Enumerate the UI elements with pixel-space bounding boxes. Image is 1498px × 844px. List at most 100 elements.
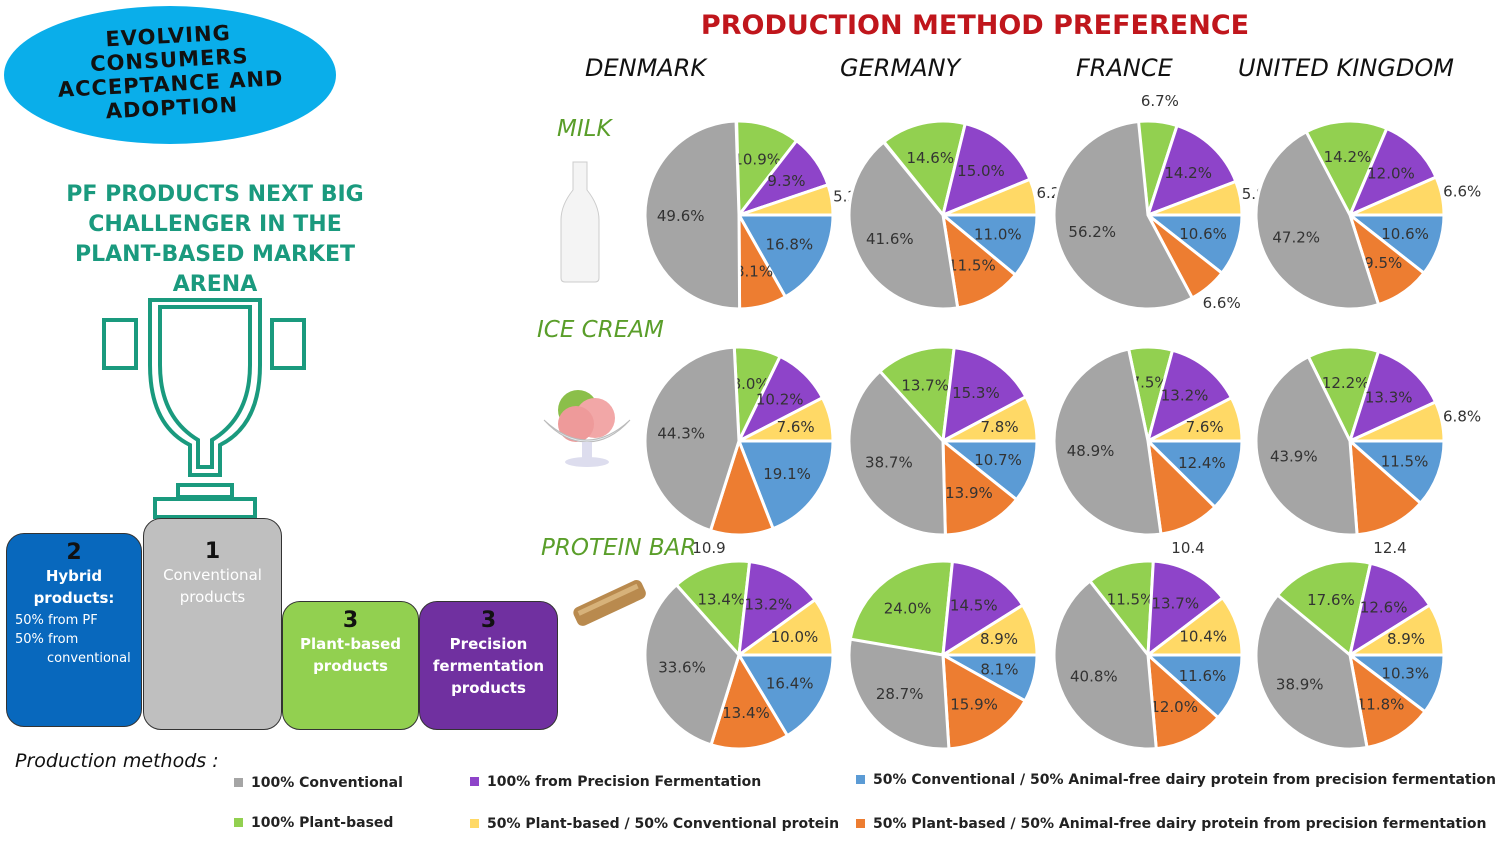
slice-label: 10.6% xyxy=(1179,225,1227,243)
extra-label: 10.9 xyxy=(692,539,725,557)
slice-conventional xyxy=(847,637,951,751)
subtitle: PF PRODUCTS NEXT BIG CHALLENGER IN THE P… xyxy=(66,182,364,297)
pie-milk-denmark: 10.9%9.3%5.2%16.8%8.1%49.6% xyxy=(643,119,871,311)
slice-conventional xyxy=(847,369,947,537)
slice-label: 7.6% xyxy=(777,418,815,436)
slice-label: 13.9% xyxy=(945,484,993,502)
slice-label: 14.6% xyxy=(906,149,954,167)
slice-conventional xyxy=(1052,119,1195,311)
slice-plant-pf xyxy=(941,437,1019,537)
pie-ice-cream-united-kingdom: 12.2%13.3% 6.8% 11.5% 43.9% xyxy=(1254,345,1481,537)
podium-line: 50% from xyxy=(15,632,79,647)
row-milk: MILK xyxy=(557,116,612,142)
legend-swatch xyxy=(856,819,865,828)
slice-conventional xyxy=(1254,129,1381,311)
country-germany: GERMANY xyxy=(840,54,961,82)
slice-conventional xyxy=(643,119,742,311)
slice-conventional xyxy=(1052,578,1158,751)
legend-title: Production methods : xyxy=(15,750,219,772)
slice-label: 9.5% xyxy=(1364,254,1402,272)
slice-plant-based xyxy=(1275,559,1373,658)
slice-label: 6.7% xyxy=(1141,92,1179,110)
slice-label: 6.6% xyxy=(1443,182,1481,200)
slice-label: 15.0% xyxy=(957,162,1005,180)
slice-label: 38.9% xyxy=(1276,676,1324,694)
row-protein-bar: PROTEIN BAR xyxy=(541,535,697,561)
legend-item-plant-based: 100% Plant-based xyxy=(234,815,393,831)
slice-label: 17.6% xyxy=(1307,591,1355,609)
pie-ice-cream-germany: 13.7% 15.3% 7.8% 10.7% 13.9% 38.7% xyxy=(847,345,1039,537)
podium-line: 50% from PF xyxy=(15,613,98,628)
slice-plant-pf xyxy=(709,651,790,751)
slice-label: 13.4% xyxy=(722,704,770,722)
podium-rank: 2 xyxy=(66,540,82,565)
slice-precision-fermentation xyxy=(1347,561,1432,659)
slice-label: 13.2% xyxy=(1161,387,1209,405)
podium-title: Hybrid products: xyxy=(33,567,115,607)
slice-label: 43.9% xyxy=(1270,447,1318,465)
slice-conventional xyxy=(643,582,741,747)
podium-hybrid: 2 Hybrid products: 50% from PF 50% from … xyxy=(6,533,142,727)
pie-protein-bar-germany: 24.0% 14.5% 8.9% 8.1% 15.9% 28.7% xyxy=(847,559,1039,751)
slice-label: 11.6% xyxy=(1179,667,1227,685)
podium-rank: 3 xyxy=(342,608,359,633)
slice-conventional-pf xyxy=(736,653,835,738)
slice-plant-based xyxy=(674,559,752,659)
slice-label: 14.5% xyxy=(950,597,998,615)
slice-label: 33.6% xyxy=(658,658,706,676)
slice-conventional-pf xyxy=(1144,439,1244,510)
pie-milk-france: 6.7%14.2%5.8%10.6%6.6%56.2% xyxy=(1052,92,1280,312)
legend-label: 100% Plant-based xyxy=(251,815,394,831)
slice-conventional xyxy=(847,140,960,311)
podium-conventional: 1 Conventional products xyxy=(143,518,282,730)
row-ice-cream: ICE CREAM xyxy=(537,317,664,343)
slice-label: 11.5% xyxy=(948,257,996,275)
slice-precision-fermentation xyxy=(1145,348,1234,444)
slice-label: 10.3% xyxy=(1381,665,1429,683)
slice-label: 6.6% xyxy=(1203,294,1241,312)
country-uk: UNITED KINGDOM xyxy=(1238,54,1454,82)
trophy-icon xyxy=(102,298,306,519)
slice-label: 19.1% xyxy=(763,465,811,483)
pie-milk-united-kingdom: 14.2%12.0% 6.6% 10.6% 9.5% 47.2% xyxy=(1254,119,1481,311)
pie-protein-bar-denmark: 13.4% 13.2%10.0%16.4%13.4%33.6%10.9 xyxy=(643,539,835,751)
slice-precision-fermentation xyxy=(1347,349,1438,444)
slice-label: 7.5% xyxy=(1131,374,1169,392)
slice-label: 47.2% xyxy=(1272,228,1320,246)
country-france: FRANCE xyxy=(1076,54,1173,82)
slice-label: 15.3% xyxy=(952,384,1000,402)
legend-item-plant-conv: 50% Plant-based / 50% Conventional prote… xyxy=(470,816,839,832)
slice-conventional xyxy=(1052,347,1163,537)
slice-label: 8.1% xyxy=(735,262,773,280)
slice-conventional xyxy=(1254,592,1369,751)
slice-conventional xyxy=(1254,354,1359,537)
slice-label: 13.7% xyxy=(901,377,949,395)
slice-precision-fermentation xyxy=(941,559,1025,658)
slice-label: 12.0% xyxy=(1150,698,1198,716)
slice-label: 10.2% xyxy=(756,390,804,408)
slice-label: 6.8% xyxy=(1443,408,1481,426)
slice-label: 8.1% xyxy=(980,661,1018,679)
slice-label: 28.7% xyxy=(876,685,924,703)
legend-swatch xyxy=(856,775,865,784)
slice-label: 14.2% xyxy=(1324,148,1372,166)
slice-label: 8.9% xyxy=(980,630,1018,648)
slice-precision-fermentation xyxy=(940,121,1032,218)
slice-label: 10.4% xyxy=(1179,627,1227,645)
slice-label: 49.6% xyxy=(657,207,705,225)
slice-label: 14.2% xyxy=(1164,164,1212,182)
slice-label: 40.8% xyxy=(1070,667,1118,685)
slice-precision-fermentation xyxy=(737,559,818,659)
slice-conventional-pf xyxy=(736,213,835,299)
protein-bar-icon xyxy=(573,580,646,626)
slice-label: 10.9% xyxy=(733,151,781,169)
legend-swatch xyxy=(470,777,479,786)
slice-conventional-pf xyxy=(736,439,835,531)
slice-label: 11.5% xyxy=(1381,453,1429,471)
legend-label: 100% from Precision Fermentation xyxy=(487,774,762,790)
pie-protein-bar-france: 11.5%13.7% 10.4% 11.6% 12.0% 40.8% 10.4 xyxy=(1052,539,1244,751)
slice-plant-based xyxy=(848,559,955,657)
podium-title: Precision fermentation products xyxy=(432,635,545,697)
